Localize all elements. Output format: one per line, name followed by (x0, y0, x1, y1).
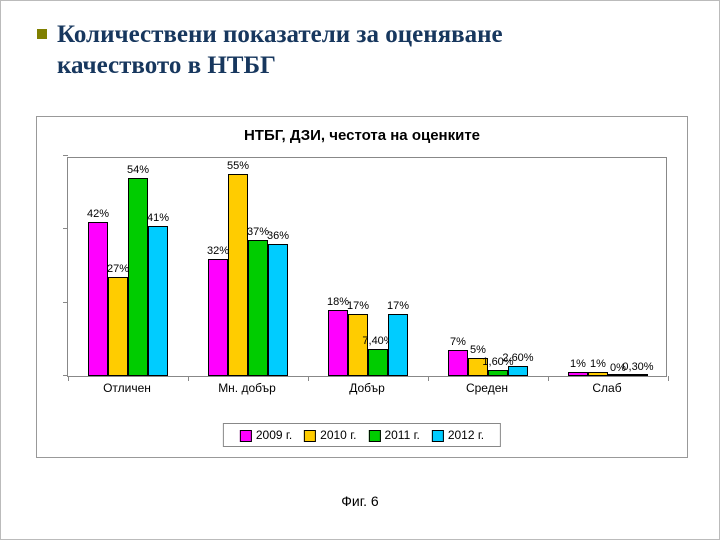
category-label: Добър (307, 381, 427, 395)
bar-label: 2,60% (498, 352, 538, 364)
slide: Количествени показатели за оценяване кач… (0, 0, 720, 540)
bar-label: 41% (138, 212, 178, 224)
legend-swatch (368, 430, 380, 442)
category-label: Слаб (547, 381, 667, 395)
bar-label: 54% (118, 164, 158, 176)
legend-item: 2012 г. (432, 428, 484, 442)
bar (328, 310, 348, 376)
title-line2: качеството в НТБГ (57, 52, 276, 79)
bar (608, 374, 628, 376)
bar-label: 0,30% (618, 361, 658, 373)
title-line1: Количествени показатели за оценяване (57, 21, 503, 48)
chart-plot: 42%27%54%41%32%55%37%36%18%17%7,40%17%7%… (67, 157, 667, 377)
bar (508, 366, 528, 376)
bar-label: 36% (258, 230, 298, 242)
bar-label: 5% (458, 344, 498, 356)
chart-legend: 2009 г. 2010 г. 2011 г. 2012 г. (223, 423, 501, 447)
bar (128, 178, 148, 376)
legend-label: 2010 г. (320, 428, 356, 442)
figure-caption: Фиг. 6 (1, 493, 719, 509)
slide-title: Количествени показатели за оценяване кач… (57, 19, 679, 82)
legend-swatch (304, 430, 316, 442)
bar (208, 259, 228, 376)
bar-label: 17% (378, 300, 418, 312)
bar (248, 240, 268, 376)
legend-label: 2012 г. (448, 428, 484, 442)
title-bullet (37, 29, 47, 39)
bar (88, 222, 108, 376)
category-label: Отличен (67, 381, 187, 395)
bar (228, 174, 248, 376)
bar-label: 42% (78, 208, 118, 220)
category-label: Среден (427, 381, 547, 395)
legend-item: 2010 г. (304, 428, 356, 442)
legend-item: 2009 г. (240, 428, 292, 442)
bar (368, 349, 388, 376)
bar (388, 314, 408, 376)
category-label: Мн. добър (187, 381, 307, 395)
legend-label: 2009 г. (256, 428, 292, 442)
bar (268, 244, 288, 376)
bar (628, 374, 648, 376)
bar-label: 55% (218, 160, 258, 172)
bar (108, 277, 128, 376)
legend-item: 2011 г. (368, 428, 419, 442)
bar (568, 372, 588, 376)
bar (148, 226, 168, 376)
chart-container: НТБГ, ДЗИ, честота на оценките 42%27%54%… (36, 116, 688, 458)
bar-label: 17% (338, 300, 378, 312)
legend-label: 2011 г. (384, 428, 419, 442)
legend-swatch (240, 430, 252, 442)
chart-title: НТБГ, ДЗИ, честота на оценките (37, 127, 687, 144)
legend-swatch (432, 430, 444, 442)
bar (488, 370, 508, 376)
